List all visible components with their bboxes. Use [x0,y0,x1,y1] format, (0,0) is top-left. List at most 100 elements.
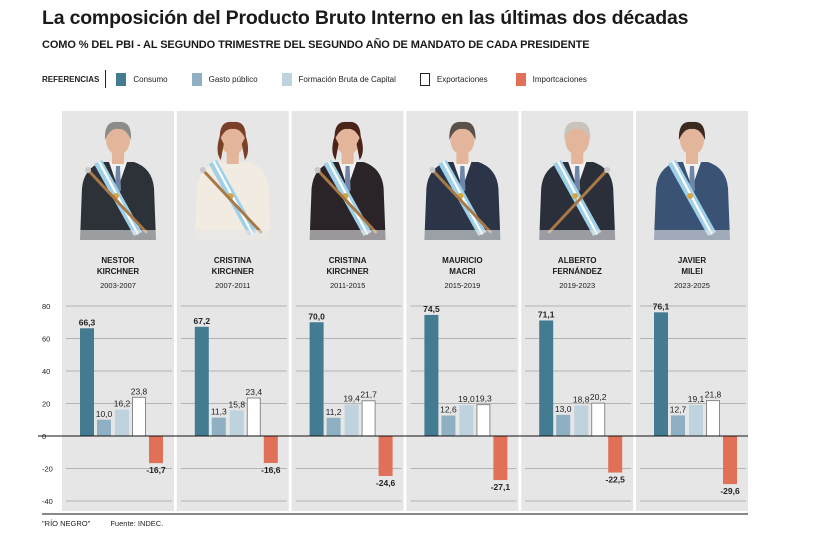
y-tick-label: -20 [42,465,53,474]
sash-stripe [212,161,254,235]
bar-value-label: 19,1 [688,394,705,404]
neck-shape [112,152,124,164]
y-tick-label: 40 [42,367,50,376]
head-shape [680,125,704,155]
legend-swatch-gasto-publico [191,72,202,86]
head-shape [335,125,360,155]
hair-shape [219,121,246,140]
legend-item-exportaciones: Exportaciones [419,72,488,86]
bar-value-label: -16,6 [261,465,281,475]
president-name-line1: ALBERTO [558,256,597,265]
bar-value-label: 11,3 [211,407,227,417]
sash-stripe [672,161,713,235]
bar-gasto-p-blico [671,415,685,436]
bar-gasto-p-blico [326,417,341,436]
legend-item-formacion-bruta: Formación Bruta de Capital [281,72,396,86]
bar-exportaciones [591,402,606,437]
bar-exportaciones [706,400,720,437]
hair-side [356,136,363,160]
bar-gasto-p-blico [441,415,456,436]
bar-value-label: 18,8 [573,394,590,404]
mandate-period: 2007-2011 [215,281,250,290]
bar-consumo [539,320,554,436]
bar-value-label: 66,3 [79,317,96,327]
cristina-kirchner-portrait [307,121,388,240]
legend-text-gasto-publico: Gasto público [208,74,258,84]
bar-importcaciones [378,436,393,476]
bar-value-label: 70,0 [308,311,325,321]
hair-shape [564,121,591,140]
bar-value-label: 20,2 [590,392,607,402]
president-name-line2: MACRI [449,267,475,276]
hair-shape [678,121,706,140]
y-tick-label: 80 [42,302,50,311]
baton-knob [604,167,611,173]
bar-value-label: 13,0 [555,404,572,414]
bar-exportaciones [246,397,261,437]
neck-shape [341,152,354,164]
legend-text-exportaciones: Exportaciones [436,74,488,84]
legend-text-importaciones: Importcaciones [532,74,587,84]
head-shape [565,125,590,155]
footer: "RÍO NEGRO" Fuente: INDEC. [42,519,181,528]
bar-importcaciones [608,436,623,473]
mandate-period: 2019-2023 [559,281,595,290]
baton-shape [316,168,378,234]
bar-value-label: 21,7 [360,390,377,400]
chart-title: La composición del Producto Bruto Intern… [42,7,689,29]
sash-stripe [327,161,369,235]
portrait-fade [78,230,158,240]
bar-exportaciones [476,404,491,437]
portrait-fade [652,230,732,240]
legend-swatch-exportaciones [419,72,430,86]
bar-consumo [424,314,439,436]
bar-value-label: -24,6 [376,478,396,488]
neck-shape [456,152,469,164]
mauricio-macri-portrait [422,121,503,240]
baton-knob [429,167,436,173]
bar-gasto-p-blico [97,419,111,436]
bar-gasto-p-blico [556,414,571,436]
bar-formaci-n-bruta-de-capital [459,405,474,436]
head-shape [106,125,130,155]
baton-knob [85,167,91,173]
legend-label: REFERENCIAS [42,74,100,84]
baton-shape [430,168,492,234]
sash-stripe [557,161,599,235]
sash-stripe [98,161,139,235]
president-name-line2: FERNÁNDEZ [553,267,602,276]
sash-stripe [442,161,484,235]
sash-emblem [687,193,693,199]
bar-value-label: -16,7 [146,465,166,475]
portrait-fade [192,230,273,240]
credit-text: "RÍO NEGRO" [42,519,91,528]
bar-value-label: 10,0 [96,409,113,419]
bar-formaci-n-bruta-de-capital [229,410,244,436]
baton-shape [86,168,148,234]
baton-knob [199,167,206,173]
bar-importcaciones [149,436,163,464]
legend-divider [105,70,107,88]
portrait-fade [307,230,388,240]
legend-text-formacion-bruta: Formación Bruta de Capital [298,74,396,84]
bar-consumo [309,322,324,436]
bar-consumo [194,326,209,436]
bar-formaci-n-bruta-de-capital [689,404,703,436]
baton-shape [547,168,609,234]
legend: REFERENCIAS Consumo Gasto público Formac… [42,70,587,88]
nestor-kirchner-portrait [78,121,158,240]
neck-shape [226,152,239,164]
hair-side [217,136,224,160]
bar-value-label: 19,0 [458,394,475,404]
mandate-period: 2003-2007 [100,281,136,290]
bar-value-label: 71,1 [538,309,555,319]
president-name-line1: CRISTINA [329,256,367,265]
bar-importcaciones [723,436,737,485]
bar-value-label: 12,6 [440,405,457,415]
bar-value-label: -29,6 [720,486,740,496]
president-name-line2: KIRCHNER [326,267,368,276]
legend-swatch-formacion-bruta [281,72,292,86]
baton-knob [314,167,321,173]
bar-formaci-n-bruta-de-capital [115,409,129,436]
